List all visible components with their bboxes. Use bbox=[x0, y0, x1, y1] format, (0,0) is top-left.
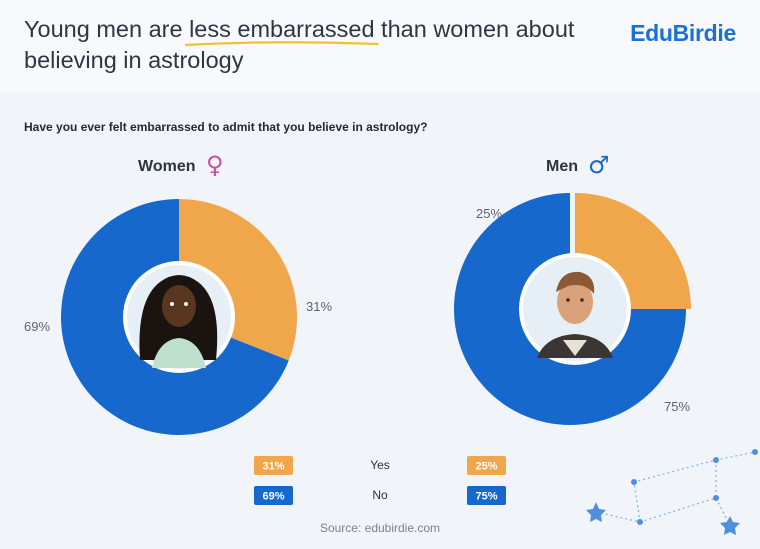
legend-category-yes: Yes bbox=[370, 458, 390, 472]
title-highlight-text: less embarrassed bbox=[189, 16, 375, 42]
avatar-women bbox=[127, 265, 231, 369]
legend: 31% Yes 25% 69% No 75% bbox=[254, 456, 506, 505]
legend-women-no: 69% bbox=[254, 486, 293, 505]
slice-label-men-no: 75% bbox=[664, 399, 690, 414]
star-icon bbox=[720, 516, 740, 535]
legend-category-no: No bbox=[372, 488, 388, 502]
constellation-decoration bbox=[595, 451, 756, 527]
source-note: Source: edubirdie.com bbox=[319, 521, 441, 535]
svg-text:75%: 75% bbox=[475, 491, 497, 503]
header-banner: Young men are less embarrassed than wome… bbox=[0, 0, 760, 93]
chart-men: Men ♂ 25% 75% bbox=[454, 151, 691, 425]
slice-label-women-no: 69% bbox=[24, 319, 50, 334]
avatar-men bbox=[523, 257, 627, 361]
female-symbol-icon: ♀ bbox=[206, 151, 224, 179]
chart-women: Women ♀ 31% 69% bbox=[24, 151, 332, 435]
page-title: Young men are less embarrassed than wome… bbox=[24, 14, 604, 76]
star-icon bbox=[586, 502, 606, 522]
svg-text:25%: 25% bbox=[475, 461, 497, 473]
male-symbol-icon: ♂ bbox=[588, 151, 610, 179]
legend-women-yes: 31% bbox=[254, 456, 293, 475]
slice-label-men-yes: 25% bbox=[476, 206, 502, 221]
legend-men-no: 75% bbox=[467, 486, 506, 505]
star-icon bbox=[631, 479, 637, 485]
star-icon bbox=[637, 519, 643, 525]
chart-title-women: Women bbox=[138, 158, 195, 175]
title-highlight: less embarrassed bbox=[184, 16, 379, 47]
highlight-underline-icon bbox=[184, 41, 379, 47]
legend-men-yes: 25% bbox=[467, 456, 506, 475]
chart-title-men: Men bbox=[546, 158, 578, 175]
star-icon bbox=[713, 457, 719, 463]
svg-text:31%: 31% bbox=[262, 461, 284, 473]
survey-question: Have you ever felt embarrassed to admit … bbox=[24, 120, 428, 134]
star-icon bbox=[713, 495, 719, 501]
star-icon bbox=[752, 449, 758, 455]
slice-label-women-yes: 31% bbox=[306, 299, 332, 314]
edubirdie-logo[interactable]: EduBirdie bbox=[630, 20, 736, 46]
star-icons bbox=[586, 449, 758, 535]
svg-text:69%: 69% bbox=[262, 491, 284, 503]
title-text-end: than women about believing in astrology bbox=[24, 16, 575, 73]
title-text-start: Young men are bbox=[24, 16, 190, 42]
